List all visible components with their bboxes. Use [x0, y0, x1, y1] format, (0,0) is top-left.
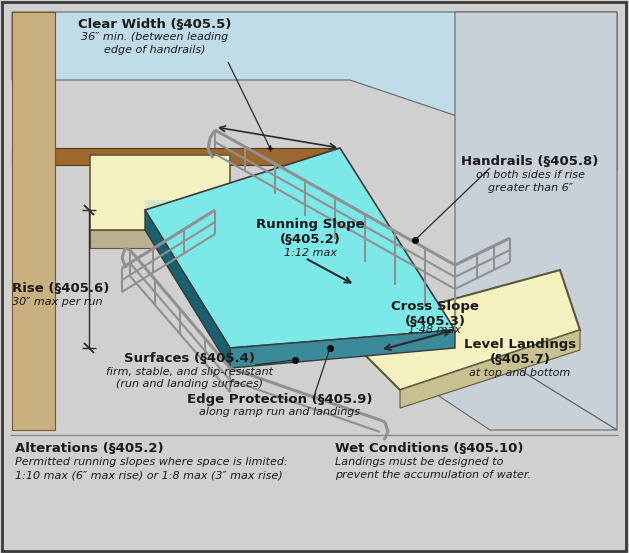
- Polygon shape: [12, 12, 55, 430]
- Text: 36″ min. (between leading
edge of handrails): 36″ min. (between leading edge of handra…: [81, 32, 228, 55]
- Text: at top and bottom: at top and bottom: [469, 368, 571, 378]
- Text: Edge Protection (§405.9): Edge Protection (§405.9): [187, 393, 373, 406]
- Text: Surfaces (§405.4): Surfaces (§405.4): [125, 352, 255, 365]
- Polygon shape: [145, 210, 230, 368]
- Text: firm, stable, and slip-resistant
(run and landing surfaces): firm, stable, and slip-resistant (run an…: [106, 367, 274, 389]
- Text: Wet Conditions (§405.10): Wet Conditions (§405.10): [335, 442, 523, 455]
- Polygon shape: [90, 230, 230, 248]
- Text: Landings must be designed to
prevent the accumulation of water.: Landings must be designed to prevent the…: [335, 457, 531, 480]
- Text: Cross Slope
(§405.3): Cross Slope (§405.3): [391, 300, 479, 328]
- Polygon shape: [12, 12, 617, 430]
- Polygon shape: [400, 330, 580, 408]
- Text: Running Slope
(§405.2): Running Slope (§405.2): [255, 218, 364, 246]
- Polygon shape: [340, 330, 617, 430]
- Polygon shape: [230, 330, 455, 368]
- Text: on both sides if rise
greater than 6″: on both sides if rise greater than 6″: [476, 170, 584, 193]
- Text: Rise (§405.6): Rise (§405.6): [12, 282, 109, 295]
- Polygon shape: [145, 148, 455, 348]
- Polygon shape: [90, 155, 230, 230]
- Text: Alterations (§405.2): Alterations (§405.2): [15, 442, 164, 455]
- Text: 30″ max per run: 30″ max per run: [12, 297, 103, 307]
- Text: Clear Width (§405.5): Clear Width (§405.5): [79, 18, 231, 31]
- Text: Level Landings
(§405.7): Level Landings (§405.7): [464, 338, 576, 366]
- Text: Permitted running slopes where space is limited:
1:10 max (6″ max rise) or 1:8 m: Permitted running slopes where space is …: [15, 457, 287, 480]
- Polygon shape: [340, 270, 580, 390]
- Text: Handrails (§405.8): Handrails (§405.8): [461, 155, 599, 168]
- Polygon shape: [455, 12, 617, 430]
- Text: 1:12 max: 1:12 max: [284, 248, 337, 258]
- Polygon shape: [12, 12, 617, 170]
- Polygon shape: [145, 200, 230, 230]
- Text: along ramp run and landings: along ramp run and landings: [199, 407, 360, 417]
- Text: 1:48 max: 1:48 max: [408, 325, 462, 335]
- Polygon shape: [12, 148, 340, 165]
